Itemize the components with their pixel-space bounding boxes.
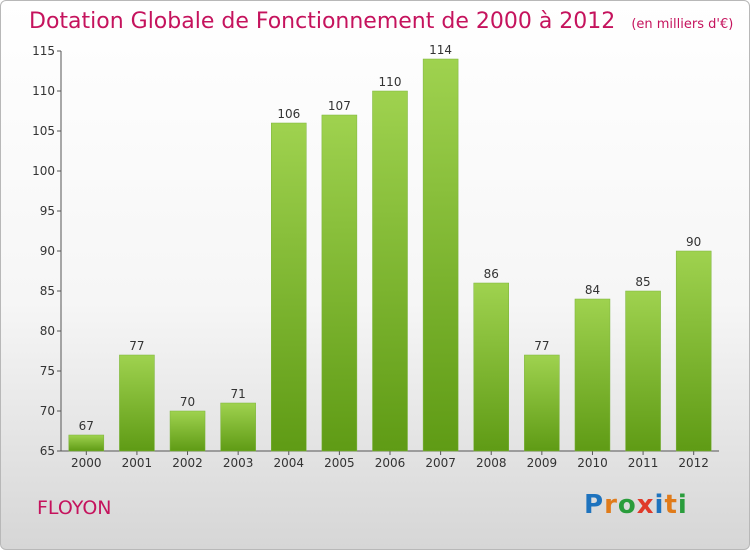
data-label: 71 [231,387,246,401]
chart-unit: (en milliers d'€) [631,17,734,32]
logo-letter: P [584,490,605,520]
y-tick-label: 85 [40,284,55,298]
data-label: 90 [686,235,701,249]
logo-letter: i [654,490,665,520]
y-tick-label: 100 [32,164,55,178]
logo-letter: i [677,490,688,520]
x-tick-label: 2002 [172,456,203,470]
bar [675,250,712,452]
x-tick-label: 2010 [577,456,608,470]
y-tick-label: 95 [40,204,55,218]
bar [169,410,206,452]
data-label: 67 [79,419,94,433]
y-tick-label: 90 [40,244,55,258]
y-tick-label: 65 [40,444,55,458]
x-tick-label: 2009 [527,456,558,470]
data-label: 85 [635,275,650,289]
x-tick-label: 2011 [628,456,659,470]
commune-name: FLOYON [37,497,112,519]
y-tick-label: 115 [32,44,55,58]
data-label: 84 [585,283,600,297]
bar [574,298,611,452]
y-tick-label: 75 [40,364,55,378]
bar [372,90,408,452]
y-tick-label: 105 [32,124,55,138]
data-label: 86 [484,267,499,281]
y-tick-label: 70 [40,404,55,418]
data-label: 114 [429,43,452,57]
bar [68,434,105,452]
logo-letter: r [604,490,618,520]
data-label: 106 [277,107,300,121]
bar [220,402,256,452]
bar-chart: 65 70 75 80 85 90 95 100 105 110 115 2000 2001 2002 20… [32,43,719,470]
data-label: 107 [328,99,351,113]
data-label: 110 [379,75,402,89]
x-tick-label: 2012 [678,456,709,470]
logo-letter: x [636,490,655,520]
value-labels: 67 77 70 71 106 107 110 114 86 77 84 85 90 [79,43,702,433]
y-tick-label: 80 [40,324,55,338]
bar [422,58,459,452]
data-label: 77 [534,339,549,353]
bars [68,58,712,452]
x-tick-label: 2008 [476,456,507,470]
bar [473,282,509,452]
proxiti-logo[interactable]: Proxiti [584,490,688,520]
bar [625,290,661,452]
logo-letter: o [617,490,637,520]
data-label: 70 [180,395,195,409]
y-tick-label: 110 [32,84,55,98]
bar [321,114,358,452]
x-tick-label: 2004 [273,456,304,470]
data-label: 77 [129,339,144,353]
bar [271,122,307,452]
x-tick-label: 2003 [223,456,254,470]
logo-letter: t [664,490,678,520]
bar [119,354,155,452]
x-tick-label: 2006 [375,456,406,470]
x-tick-label: 2001 [122,456,153,470]
x-tick-label: 2005 [324,456,355,470]
axes: 65 70 75 80 85 90 95 100 105 110 115 2000 2001 2002 20… [32,44,719,470]
x-tick-label: 2007 [425,456,456,470]
x-tick-label: 2000 [71,456,102,470]
bar [524,354,560,452]
chart-title: Dotation Globale de Fonctionnement de 20… [29,9,734,34]
